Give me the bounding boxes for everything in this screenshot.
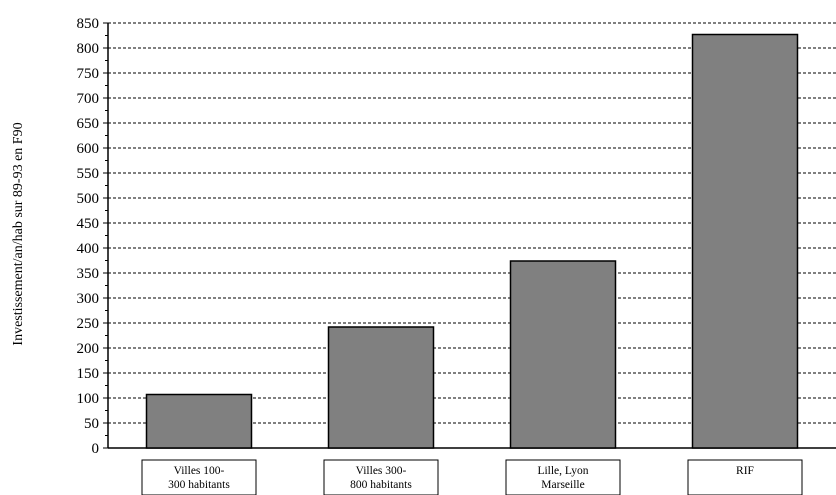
y-tick-label: 400: [77, 241, 100, 257]
x-category-box: [687, 459, 803, 495]
y-tick-label: 500: [77, 191, 100, 207]
x-categories: Villes 100- 300 habitants Villes 300- 800 h…: [141, 459, 803, 495]
y-tick-label: 550: [77, 166, 100, 182]
y-tick-label: 300: [77, 291, 100, 307]
y-tick-label: 600: [77, 141, 100, 157]
y-tick-label: 100: [77, 391, 100, 407]
x-tick-label: Lille, Lyon: [537, 465, 588, 477]
y-tick-label: 700: [77, 91, 100, 107]
y-tick-label: 650: [77, 116, 100, 132]
bars: [145, 33, 799, 449]
y-axis-label: Investissement/an/hab sur 89-93 en F90: [11, 122, 26, 345]
x-category-box: [323, 459, 439, 495]
x-tick-label: Villes 100-: [174, 465, 225, 477]
x-tick-label: 300 habitants: [168, 479, 230, 491]
x-tick-label: Marseille: [541, 479, 584, 491]
y-tick-label: 450: [77, 216, 100, 232]
y-tick-label: 800: [77, 41, 100, 57]
bar: [691, 33, 799, 449]
y-tick-label: 0: [92, 441, 100, 457]
y-tick-label: 250: [77, 316, 100, 332]
x-tick-label: RIF: [736, 465, 754, 477]
y-tick-label: 350: [77, 266, 100, 282]
x-category-box: [141, 459, 257, 495]
x-tick-label: 800 habitants: [350, 479, 412, 491]
y-tick-label: 150: [77, 366, 100, 382]
bar: [327, 326, 435, 449]
y-tick-label: 50: [84, 416, 99, 432]
x-tick-label: Villes 300-: [356, 465, 407, 477]
bar: [509, 260, 617, 449]
y-tick-label: 850: [77, 16, 100, 32]
y-tick-label: 200: [77, 341, 100, 357]
x-category-box: [505, 459, 621, 495]
bar: [145, 393, 253, 449]
y-tick-label: 750: [77, 66, 100, 82]
